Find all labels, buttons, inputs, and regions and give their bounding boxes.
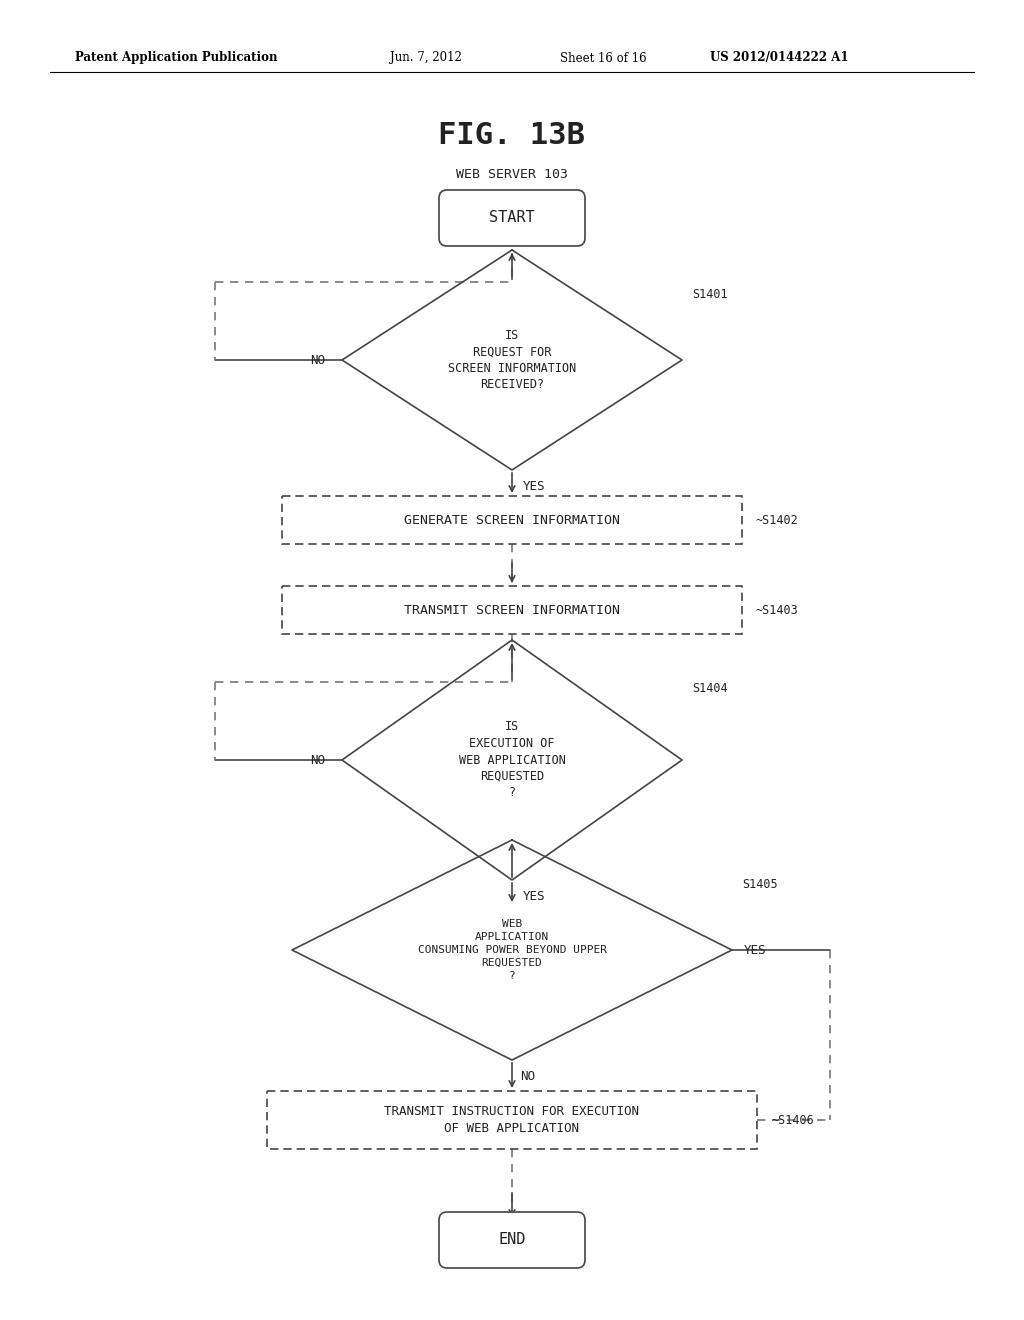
Text: Jun. 7, 2012: Jun. 7, 2012 (390, 51, 462, 65)
Text: WEB
APPLICATION
CONSUMING POWER BEYOND UPPER
REQUESTED
?: WEB APPLICATION CONSUMING POWER BEYOND U… (418, 920, 606, 981)
Text: ~S1402: ~S1402 (756, 513, 799, 527)
Text: TRANSMIT INSTRUCTION FOR EXECUTION
OF WEB APPLICATION: TRANSMIT INSTRUCTION FOR EXECUTION OF WE… (384, 1105, 640, 1135)
Text: WEB SERVER 103: WEB SERVER 103 (456, 169, 568, 181)
Text: NO: NO (310, 354, 326, 367)
Text: Patent Application Publication: Patent Application Publication (75, 51, 278, 65)
Text: Sheet 16 of 16: Sheet 16 of 16 (560, 51, 646, 65)
Text: TRANSMIT SCREEN INFORMATION: TRANSMIT SCREEN INFORMATION (404, 603, 620, 616)
Text: GENERATE SCREEN INFORMATION: GENERATE SCREEN INFORMATION (404, 513, 620, 527)
FancyBboxPatch shape (439, 1212, 585, 1269)
Text: YES: YES (743, 944, 766, 957)
Text: FIG. 13B: FIG. 13B (438, 120, 586, 149)
Text: ~S1406: ~S1406 (771, 1114, 814, 1126)
Text: ~S1403: ~S1403 (756, 603, 799, 616)
Text: YES: YES (522, 891, 545, 903)
Text: START: START (489, 210, 535, 226)
Text: S1404: S1404 (692, 681, 728, 694)
Bar (282, 496, 742, 544)
Text: NO: NO (520, 1071, 536, 1084)
Bar (282, 586, 742, 634)
FancyBboxPatch shape (439, 190, 585, 246)
Text: IS
EXECUTION OF
WEB APPLICATION
REQUESTED
?: IS EXECUTION OF WEB APPLICATION REQUESTE… (459, 721, 565, 800)
Text: END: END (499, 1233, 525, 1247)
Text: US 2012/0144222 A1: US 2012/0144222 A1 (710, 51, 849, 65)
Text: NO: NO (310, 754, 326, 767)
Text: IS
REQUEST FOR
SCREEN INFORMATION
RECEIVED?: IS REQUEST FOR SCREEN INFORMATION RECEIV… (447, 329, 577, 391)
Bar (267, 1092, 757, 1148)
Text: S1401: S1401 (692, 288, 728, 301)
Text: YES: YES (522, 480, 545, 494)
Text: S1405: S1405 (742, 878, 777, 891)
